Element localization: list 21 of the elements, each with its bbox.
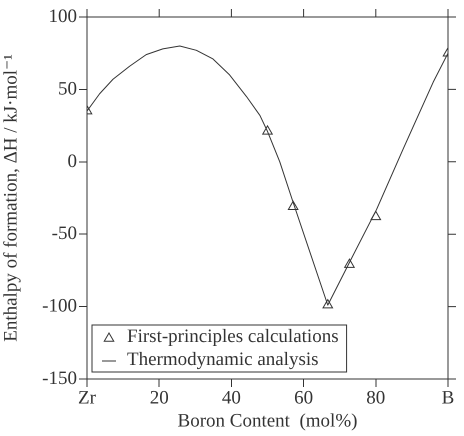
y-tick-label: 0 [68, 150, 77, 172]
x-tick-label: Zr [78, 387, 97, 408]
x-axis-title: Boron Content (mol%) [178, 410, 358, 432]
x-tick-label: 60 [294, 387, 314, 408]
point [262, 125, 273, 135]
point [288, 200, 298, 210]
y-tick-label: -100 [42, 296, 77, 317]
y-tick-label: 50 [58, 78, 77, 100]
x-tick-label: B [442, 387, 454, 408]
point [370, 210, 382, 220]
y-axis-title: Enthalpy of formation, ΔH / kJ·mol⁻¹ [0, 54, 22, 342]
x-tick-label: 20 [150, 387, 169, 408]
point [344, 258, 355, 268]
y-tick-label: -50 [52, 223, 77, 244]
x-tick-label: 80 [366, 387, 386, 408]
y-tick-label: 100 [48, 6, 77, 27]
y-tick-label: -150 [42, 368, 77, 389]
x-tick-label: 40 [222, 387, 241, 408]
point [322, 299, 334, 308]
legend-label: First-principles calculations [127, 326, 339, 347]
legend-label: Thermodynamic analysis [127, 348, 319, 370]
